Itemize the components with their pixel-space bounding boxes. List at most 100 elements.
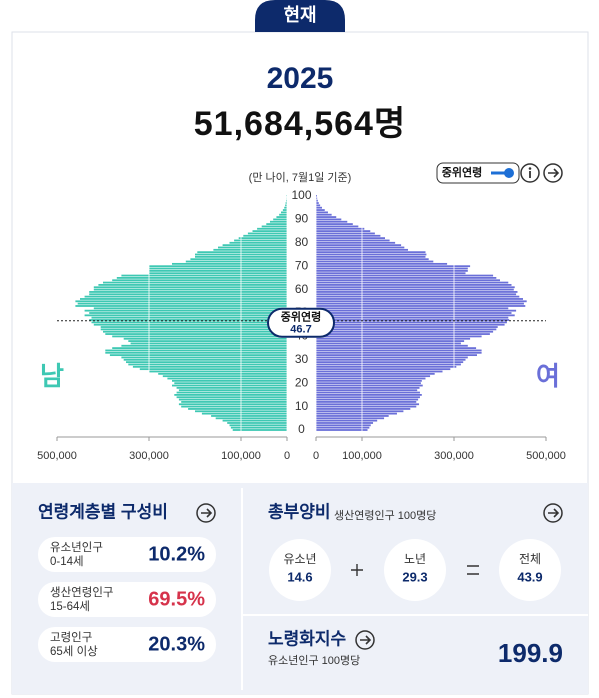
median-value: 46.7 — [290, 324, 311, 336]
plus-sign — [351, 564, 363, 576]
bar — [273, 218, 287, 221]
bar — [316, 241, 396, 244]
tab-label[interactable]: 현재 — [283, 5, 316, 25]
bar — [285, 202, 287, 204]
bar — [316, 319, 510, 321]
bar — [84, 295, 287, 298]
x-tick-label: 300,000 — [129, 450, 169, 462]
toggle-label[interactable]: 중위연령 — [442, 165, 482, 179]
bar — [316, 351, 482, 354]
bar — [139, 368, 287, 371]
tab[interactable] — [255, 0, 345, 32]
bar — [316, 335, 482, 338]
y-tick-label: 0 — [298, 422, 305, 436]
bar — [316, 197, 318, 200]
y-tick-label: 20 — [295, 375, 309, 389]
dependency-circle — [384, 539, 446, 601]
bar — [316, 417, 385, 420]
arrow-icon[interactable] — [543, 163, 563, 183]
bar — [316, 300, 527, 303]
composition-row — [38, 582, 216, 617]
bar — [176, 396, 287, 399]
bar — [316, 199, 318, 202]
bar — [213, 248, 287, 251]
row-range: 15-64세 — [50, 600, 90, 613]
bar — [316, 396, 420, 399]
bar — [121, 344, 288, 347]
bar — [316, 422, 374, 424]
bar — [247, 232, 287, 235]
bar — [316, 286, 515, 289]
bar — [181, 401, 287, 403]
bar — [316, 429, 368, 431]
bar — [316, 253, 427, 256]
bar — [316, 314, 515, 317]
bar — [316, 262, 448, 265]
bar — [316, 377, 426, 380]
bar — [188, 408, 287, 410]
arrow-icon[interactable] — [355, 630, 375, 650]
bar — [80, 298, 287, 300]
bar — [112, 335, 287, 338]
dependency-label: 전체 — [519, 552, 541, 566]
bar — [316, 330, 494, 333]
bar — [123, 358, 287, 361]
composition-row — [38, 537, 216, 572]
bar — [215, 417, 287, 420]
arrow-icon[interactable] — [196, 503, 216, 523]
bar — [316, 232, 375, 235]
bar — [222, 419, 287, 422]
bar — [316, 337, 471, 340]
bar — [227, 422, 287, 424]
bar — [89, 293, 287, 296]
bar — [316, 368, 451, 371]
bar — [174, 382, 287, 385]
bar — [316, 323, 505, 326]
bar — [84, 309, 287, 312]
bar — [316, 279, 500, 282]
y-tick-label: 70 — [295, 258, 309, 272]
bar — [167, 377, 287, 380]
bar — [190, 258, 287, 261]
bar — [201, 412, 287, 415]
bar — [234, 239, 287, 242]
bar — [316, 267, 468, 270]
bar — [316, 426, 370, 429]
info-icon[interactable] — [520, 163, 540, 183]
bar — [211, 415, 287, 417]
bar — [316, 372, 435, 375]
bar — [316, 293, 517, 296]
dependency-value: 43.9 — [517, 569, 542, 584]
bar — [98, 284, 288, 286]
bar — [149, 265, 287, 268]
bar — [316, 354, 477, 357]
y-tick-label: 60 — [295, 282, 309, 296]
bar — [269, 220, 287, 223]
bar — [316, 410, 404, 413]
x-tick-label: 100,000 — [221, 450, 261, 462]
bar — [316, 419, 378, 422]
bar — [105, 351, 287, 354]
bar — [91, 316, 287, 319]
bar — [316, 326, 498, 328]
bar — [172, 379, 287, 382]
y-tick-label: 30 — [295, 352, 309, 366]
toggle[interactable] — [436, 162, 520, 184]
bar — [103, 330, 287, 333]
arrow-icon[interactable] — [543, 503, 563, 523]
bar — [178, 403, 287, 406]
bar — [218, 246, 287, 249]
bar — [316, 379, 422, 382]
bar — [316, 382, 421, 385]
bar — [316, 239, 390, 242]
bar — [238, 237, 287, 240]
bar — [316, 391, 420, 394]
y-tick-label: 10 — [295, 399, 309, 413]
bar — [285, 204, 287, 207]
dependency-value: 14.6 — [287, 569, 312, 584]
bar — [105, 333, 287, 335]
bar — [316, 394, 422, 396]
bar — [316, 386, 420, 389]
bar — [316, 321, 507, 324]
bar — [149, 370, 287, 373]
